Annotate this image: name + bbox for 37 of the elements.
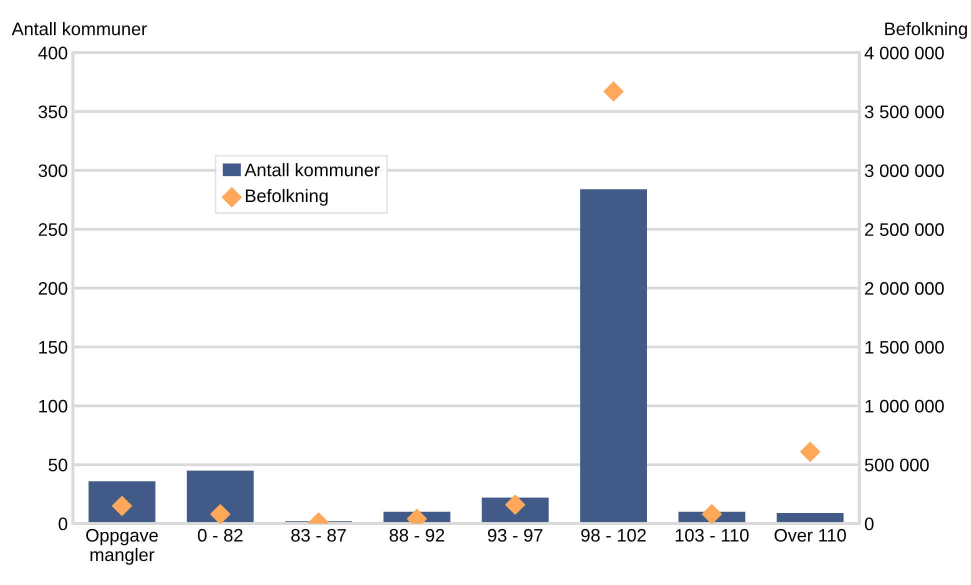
point: [210, 504, 230, 524]
y-tick-label: 0: [58, 518, 68, 530]
x-tick-label: 93 - 97: [488, 528, 542, 542]
y2-axis-title: Befolkning: [885, 22, 967, 39]
x-tick-label: 83 - 87: [291, 528, 346, 542]
y2-tick-label: 1 500 000: [866, 340, 944, 354]
x-tick-label: 88 - 92: [390, 528, 444, 542]
y-tick-label: 200: [38, 282, 68, 295]
point: [702, 504, 722, 524]
y2-tick-label: 3 000 000: [864, 164, 944, 178]
x-tick-label: 0 - 82: [198, 528, 242, 542]
x-tick-label: Oppgave mangler: [86, 528, 158, 565]
y2-tick-label: 4 000 000: [864, 46, 944, 60]
x-tick-label: 98 - 102: [581, 528, 646, 542]
y2-tick-label: 500 000: [864, 458, 929, 472]
y-tick-label: 400: [38, 46, 68, 60]
point: [800, 442, 820, 462]
y-tick-label: 350: [38, 105, 68, 118]
y2-tick-label: 2 000 000: [865, 282, 944, 295]
x-tick-label: 103 - 110: [676, 528, 749, 542]
y-tick-label: 250: [38, 223, 68, 236]
point: [604, 81, 624, 102]
x-tick-label: Over 110: [774, 528, 846, 542]
y2-tick-label: 1 000 000: [866, 400, 944, 413]
bar: [580, 189, 647, 524]
y2-tick-label: 3 500 000: [864, 105, 944, 118]
legend-label: Befolkning: [246, 188, 328, 206]
y-tick-label: 300: [38, 164, 68, 178]
y2-tick-label: 0: [864, 518, 874, 530]
bar: [186, 470, 254, 524]
y2-tick-label: 2 500 000: [865, 223, 944, 236]
y-axis-title: Antall kommuner: [12, 22, 147, 36]
y-tick-label: 50: [48, 458, 68, 472]
y-tick-label: 150: [39, 340, 68, 354]
bar: [88, 481, 156, 524]
y-tick-label: 100: [39, 400, 68, 413]
legend-label: Antall kommuner: [244, 163, 380, 176]
